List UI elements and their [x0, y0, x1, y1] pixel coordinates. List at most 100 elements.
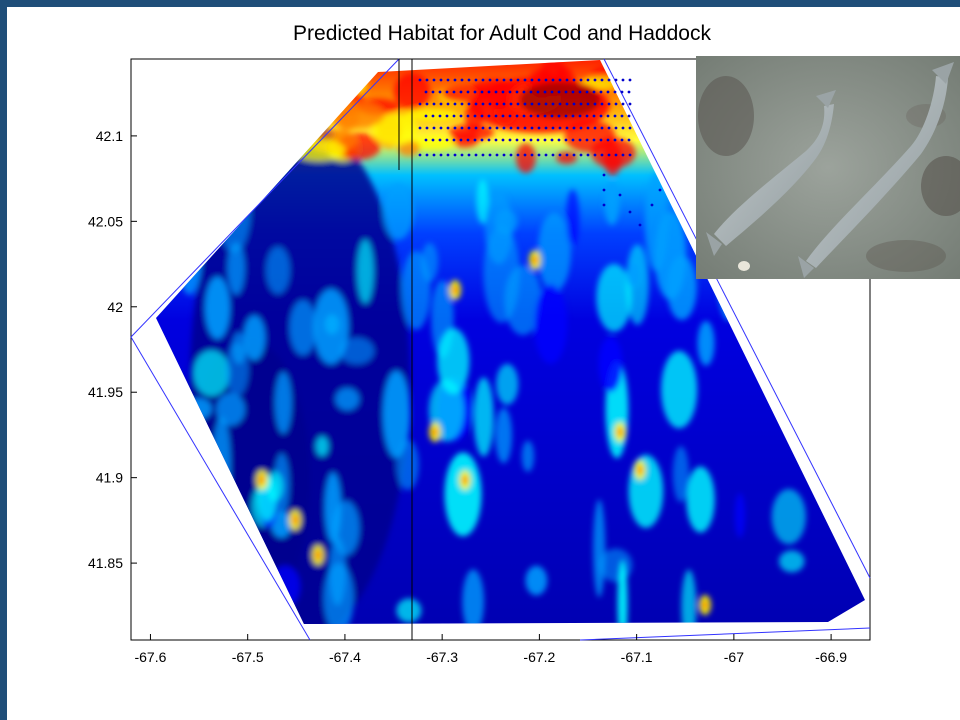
sample-point	[557, 114, 561, 118]
sample-point	[495, 78, 499, 82]
raster-patch	[566, 189, 580, 247]
sample-point	[453, 102, 457, 106]
raster-patch	[537, 212, 571, 292]
sample-point	[474, 78, 478, 82]
sample-point	[418, 126, 422, 130]
sample-point	[586, 78, 590, 82]
sample-point	[564, 114, 568, 118]
sample-point	[602, 203, 606, 207]
sample-point	[627, 114, 631, 118]
sample-point	[544, 78, 548, 82]
sample-point	[516, 78, 520, 82]
sample-point	[606, 90, 610, 94]
sample-point	[523, 126, 527, 130]
fish-photo-icon	[696, 56, 960, 279]
raster-patch	[259, 475, 265, 485]
raster-patch	[520, 82, 600, 118]
y-tick-label: 41.95	[88, 384, 123, 400]
sample-point	[571, 90, 575, 94]
raster-patch	[315, 436, 329, 457]
sample-point	[494, 138, 498, 142]
sample-point	[522, 90, 526, 94]
sample-point	[488, 126, 492, 130]
x-axis: -67.6 -67.5 -67.4 -67.3 -67.2 -67.1 -67 -66.9	[134, 634, 847, 665]
raster-patch	[476, 179, 489, 224]
sample-point	[578, 90, 582, 94]
sample-point	[445, 138, 449, 142]
sample-point	[599, 114, 603, 118]
sample-point	[620, 114, 624, 118]
sample-point	[602, 188, 606, 192]
sample-point	[613, 138, 617, 142]
raster-patch	[289, 300, 317, 356]
sample-point	[501, 90, 505, 94]
raster-patch	[266, 246, 290, 294]
sample-points	[418, 78, 662, 227]
sample-point	[578, 114, 582, 118]
raster-patch	[702, 600, 708, 610]
sample-point	[614, 78, 618, 82]
sample-point	[543, 90, 547, 94]
sample-point	[592, 138, 596, 142]
sample-point	[480, 114, 484, 118]
sample-point	[481, 126, 485, 130]
raster-patch	[231, 332, 246, 364]
sample-point	[425, 102, 429, 106]
raster-patch	[637, 465, 643, 475]
raster-patch	[617, 559, 628, 624]
raster-patch	[556, 151, 578, 165]
sample-point	[439, 126, 443, 130]
sample-point	[509, 153, 513, 157]
sample-point	[425, 126, 429, 130]
raster-patch	[444, 452, 482, 537]
sample-point	[529, 90, 533, 94]
raster-patch	[332, 500, 360, 556]
sample-point	[501, 114, 505, 118]
raster-patch	[661, 350, 698, 429]
sample-point	[439, 102, 443, 106]
raster-patch	[617, 427, 623, 437]
sample-point	[445, 90, 449, 94]
raster-patch	[193, 350, 230, 397]
sample-point	[446, 102, 450, 106]
sample-point	[621, 78, 625, 82]
raster-patch	[626, 260, 641, 289]
fish-photo	[696, 56, 960, 279]
sample-point	[473, 90, 477, 94]
x-tick-label: -67.2	[523, 649, 555, 665]
sample-point	[586, 126, 590, 130]
sample-point	[621, 126, 625, 130]
sample-point	[586, 102, 590, 106]
raster-patch	[432, 427, 438, 437]
sample-point	[558, 153, 562, 157]
sample-point	[509, 102, 513, 106]
sample-point	[460, 153, 464, 157]
sample-point	[544, 153, 548, 157]
raster-patch	[697, 320, 715, 366]
sample-point	[593, 126, 597, 130]
raster-patch	[504, 265, 542, 336]
slide-frame-top	[0, 0, 960, 7]
sample-point	[537, 153, 541, 157]
sample-point	[522, 114, 526, 118]
sample-point	[543, 114, 547, 118]
sample-point	[571, 138, 575, 142]
sample-point	[488, 102, 492, 106]
sample-point	[550, 138, 554, 142]
raster-patch	[591, 137, 636, 169]
raster-patch	[404, 108, 458, 122]
sample-point	[618, 193, 622, 197]
raster-patch	[598, 336, 623, 393]
sample-point	[515, 138, 519, 142]
sample-point	[620, 90, 624, 94]
sample-point	[578, 138, 582, 142]
sample-point	[544, 102, 548, 106]
sample-point	[565, 78, 569, 82]
raster-patch	[315, 550, 321, 560]
sample-point	[530, 102, 534, 106]
y-tick-label: 42	[107, 299, 123, 315]
raster-patch	[628, 454, 664, 528]
sample-point	[593, 153, 597, 157]
sample-point	[565, 153, 569, 157]
sample-point	[529, 114, 533, 118]
